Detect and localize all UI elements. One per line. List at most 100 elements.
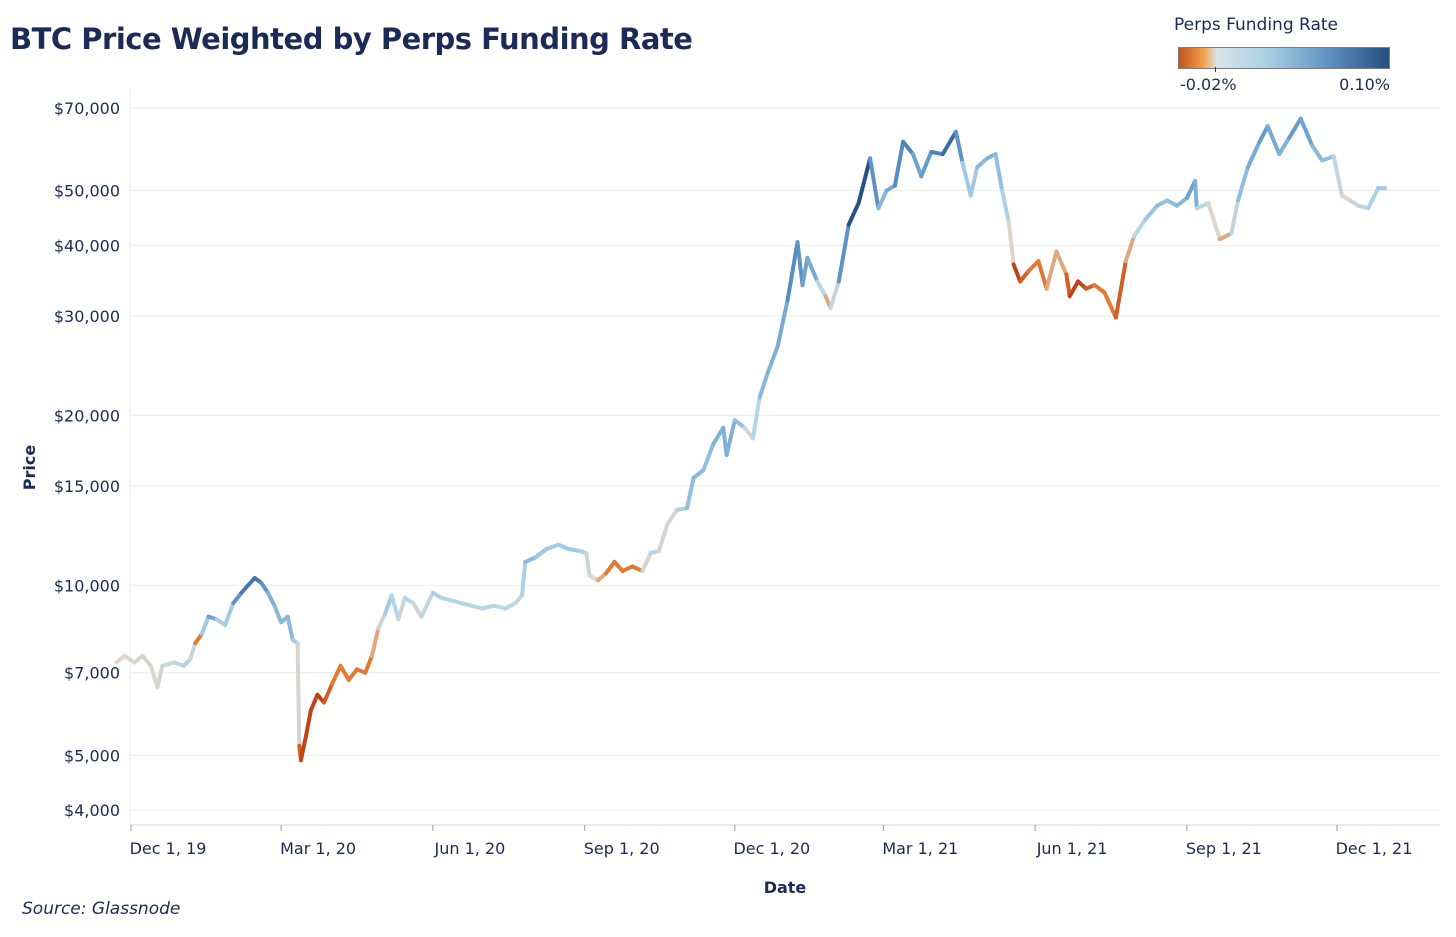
price-line-segment bbox=[795, 240, 805, 288]
price-line-segment bbox=[188, 641, 198, 662]
price-line-segment bbox=[419, 590, 435, 619]
price-line-segment bbox=[411, 601, 424, 619]
price-line-segment bbox=[272, 603, 284, 625]
y-tick-label: $4,000 bbox=[64, 801, 120, 820]
price-line-segment bbox=[1018, 269, 1031, 284]
price-line-segment bbox=[295, 641, 302, 748]
price-line-segment bbox=[1331, 154, 1344, 198]
price-line-segment bbox=[892, 139, 906, 188]
price-line-segment bbox=[363, 653, 374, 675]
x-tick-label: Sep 1, 21 bbox=[1186, 839, 1262, 858]
price-line-segment bbox=[1194, 201, 1211, 211]
price-line-segment bbox=[584, 551, 592, 578]
price-line-segment bbox=[701, 441, 716, 472]
price-line-segment bbox=[1143, 203, 1160, 222]
price-line-segment bbox=[338, 663, 351, 682]
price-line-segment bbox=[1310, 143, 1325, 163]
price-line-segment bbox=[800, 255, 810, 288]
price-line-segment bbox=[960, 160, 973, 198]
price-line-segment bbox=[346, 667, 359, 682]
price-line-segment bbox=[1000, 188, 1011, 224]
price-line-segment bbox=[836, 222, 851, 284]
price-line-segment bbox=[369, 626, 381, 658]
price-line-segment bbox=[911, 152, 924, 179]
y-tick-label: $7,000 bbox=[64, 664, 120, 683]
y-axis-ticks: $4,000 $5,000 $7,000 $10,000 $15,000 $20,000 $… bbox=[54, 99, 120, 820]
y-tick-label: $10,000 bbox=[54, 576, 120, 595]
price-line-segment bbox=[828, 279, 841, 310]
source-note: Source: Glassnode bbox=[22, 899, 181, 919]
price-line-segment bbox=[265, 590, 277, 608]
gridlines bbox=[129, 90, 1440, 826]
price-line-segment bbox=[389, 593, 401, 622]
price-line-segment bbox=[1265, 124, 1282, 157]
price-line-segment bbox=[1287, 116, 1303, 140]
price-line-segment bbox=[1006, 219, 1016, 267]
price-line-segment bbox=[815, 279, 828, 299]
y-tick-label: $5,000 bbox=[64, 746, 120, 765]
price-line-segment bbox=[751, 395, 762, 441]
price-line-segment bbox=[975, 156, 990, 170]
price-line-segment bbox=[876, 188, 889, 211]
price-line-segment bbox=[685, 475, 696, 511]
legend-min-label: -0.02% bbox=[1180, 75, 1237, 94]
price-line bbox=[114, 116, 1387, 763]
price-line-segment bbox=[757, 370, 770, 400]
price-line-segment bbox=[604, 559, 617, 576]
x-axis-ticks: Dec 1, 19 Mar 1, 20 Jun 1, 20 Sep 1, 20 Dec … bbox=[130, 825, 1413, 858]
price-line-segment bbox=[656, 522, 670, 553]
price-line-segment bbox=[1026, 259, 1041, 274]
price-line-segment bbox=[1245, 139, 1262, 170]
y-tick-label: $40,000 bbox=[54, 236, 120, 255]
price-line-segment bbox=[1067, 279, 1080, 299]
x-tick-label: Sep 1, 20 bbox=[584, 839, 660, 858]
price-line-segment bbox=[1036, 259, 1049, 291]
price-line-segment bbox=[223, 601, 236, 628]
price-line-segment bbox=[1123, 234, 1137, 264]
price-line-segment bbox=[155, 663, 165, 690]
price-line-segment bbox=[993, 152, 1005, 193]
y-tick-label: $70,000 bbox=[54, 99, 120, 118]
price-line-segment bbox=[1113, 259, 1128, 320]
legend-title: Perps Funding Rate bbox=[1174, 15, 1339, 35]
price-line-segment bbox=[1054, 249, 1069, 277]
legend-color-bar bbox=[1178, 47, 1390, 69]
price-line-segment bbox=[1102, 290, 1118, 320]
legend-max-label: 0.10% bbox=[1339, 75, 1390, 94]
price-line-segment bbox=[1044, 249, 1059, 291]
price-line-segment bbox=[298, 734, 308, 763]
price-line-segment bbox=[1132, 217, 1148, 239]
price-line-segment bbox=[231, 590, 244, 606]
price-line-segment bbox=[940, 129, 958, 157]
price-line-segment bbox=[140, 653, 153, 668]
y-tick-label: $15,000 bbox=[54, 477, 120, 496]
price-line-segment bbox=[775, 298, 790, 349]
price-line-segment bbox=[732, 418, 747, 430]
price-line-segment bbox=[1298, 116, 1315, 148]
price-line-segment bbox=[1175, 196, 1189, 208]
price-line-segment bbox=[640, 551, 653, 573]
price-line-segment bbox=[1229, 198, 1240, 236]
price-line-segment bbox=[322, 681, 335, 705]
price-line-segment bbox=[665, 507, 680, 527]
price-line-segment bbox=[544, 542, 561, 551]
y-tick-label: $30,000 bbox=[54, 307, 120, 326]
price-line-segment bbox=[612, 559, 625, 573]
price-line-segment bbox=[520, 559, 528, 598]
price-line-segment bbox=[1193, 178, 1199, 211]
price-line-segment bbox=[1366, 186, 1381, 211]
x-tick-label: Dec 1, 21 bbox=[1336, 839, 1413, 858]
price-line-segment bbox=[199, 614, 211, 636]
x-tick-label: Dec 1, 20 bbox=[733, 839, 810, 858]
x-tick-label: Jun 1, 20 bbox=[434, 839, 506, 858]
price-line-segment bbox=[1257, 124, 1270, 144]
price-line-segment bbox=[724, 418, 737, 458]
price-line-segment bbox=[533, 546, 549, 560]
x-axis-label: Date bbox=[764, 878, 807, 897]
price-line-segment bbox=[376, 611, 388, 630]
price-line-segment bbox=[285, 614, 295, 642]
price-line-segment bbox=[160, 660, 176, 668]
x-tick-label: Dec 1, 19 bbox=[130, 839, 207, 858]
x-tick-label: Mar 1, 21 bbox=[882, 839, 958, 858]
